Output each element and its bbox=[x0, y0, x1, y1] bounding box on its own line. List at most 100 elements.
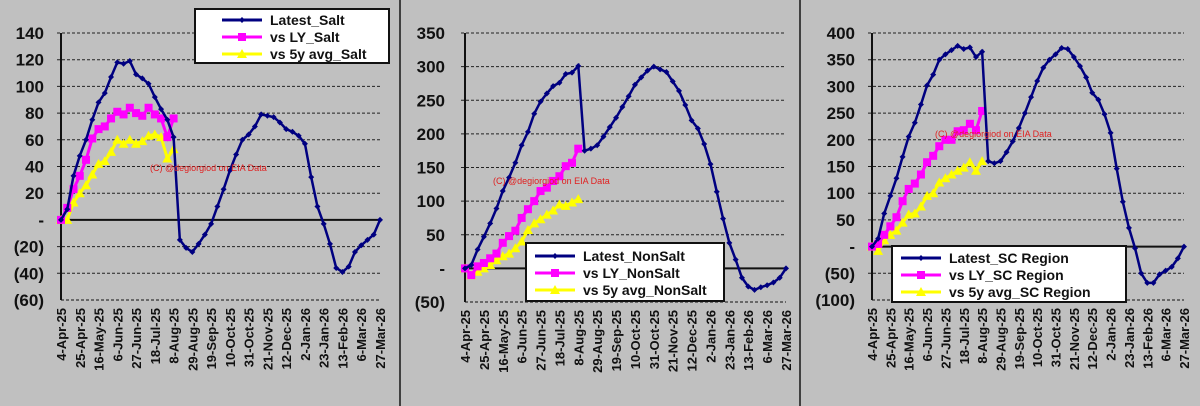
legend-swatch-graphic bbox=[222, 48, 262, 58]
x-tick-label: 19-Sep-25 bbox=[1012, 308, 1027, 369]
y-tick-label: 50 bbox=[836, 211, 855, 230]
y-tick-label: 300 bbox=[827, 77, 855, 96]
x-tick-label: 27-Mar-26 bbox=[373, 308, 388, 369]
data-point-latest bbox=[120, 60, 127, 67]
legend-label: Latest_SC Region bbox=[949, 249, 1069, 266]
data-point-latest bbox=[333, 264, 340, 271]
y-tick-label: (50) bbox=[825, 264, 855, 283]
x-tick-label: 4-Apr-25 bbox=[54, 308, 69, 361]
x-tick-label: 31-Oct-25 bbox=[242, 308, 257, 367]
x-tick-label: 8-Aug-25 bbox=[571, 310, 586, 366]
data-point-ly bbox=[498, 238, 507, 247]
data-point-ly bbox=[568, 158, 576, 167]
data-point-latest bbox=[631, 81, 638, 88]
y-tick-label: 80 bbox=[25, 104, 44, 123]
series-latest bbox=[58, 58, 383, 275]
data-point-latest bbox=[1174, 255, 1181, 262]
x-tick-label: 6-Mar-26 bbox=[760, 310, 775, 363]
data-point-latest bbox=[581, 147, 588, 154]
data-point-ly bbox=[910, 179, 919, 188]
data-point-ly bbox=[88, 134, 97, 143]
x-tick-label: 27-Mar-26 bbox=[1177, 308, 1192, 369]
data-point-avg5y bbox=[112, 134, 123, 144]
data-point-latest bbox=[377, 216, 383, 223]
data-point-latest bbox=[201, 231, 208, 238]
legend-swatch-ly bbox=[535, 266, 575, 280]
chart-sc-region: 400 350 300 250 200 150 100 50 - (50) (100) 4-Apr-2… bbox=[801, 0, 1200, 406]
legend-swatch-graphic bbox=[535, 268, 575, 277]
data-point-latest bbox=[289, 128, 296, 135]
data-point-latest bbox=[550, 83, 557, 90]
data-point-ly bbox=[113, 107, 122, 116]
data-point-avg5y bbox=[149, 129, 160, 139]
data-point-latest bbox=[195, 240, 202, 247]
data-point-latest bbox=[644, 67, 651, 74]
data-point-latest bbox=[694, 125, 701, 132]
data-point-latest bbox=[732, 256, 739, 263]
data-point-ly bbox=[916, 170, 925, 179]
legend-swatch-graphic bbox=[222, 16, 262, 23]
data-point-latest bbox=[893, 175, 900, 182]
data-point-latest bbox=[370, 231, 377, 238]
x-tick-label: 10-Oct-25 bbox=[1030, 308, 1045, 367]
legend-item-ly: vs LY_SC Region bbox=[893, 266, 1125, 283]
data-point-latest bbox=[183, 244, 190, 251]
data-point-latest bbox=[270, 114, 277, 121]
data-point-latest bbox=[358, 242, 365, 249]
data-point-latest bbox=[339, 268, 346, 275]
data-point-latest bbox=[76, 152, 83, 159]
data-point-latest bbox=[139, 75, 146, 82]
legend-swatch-5y bbox=[535, 283, 575, 297]
x-tick-label: 16-May-25 bbox=[92, 308, 107, 371]
x-tick-label: 10-Oct-25 bbox=[628, 310, 643, 369]
data-point-latest bbox=[707, 161, 714, 168]
data-point-latest bbox=[506, 174, 513, 181]
x-tick-label: 19-Sep-25 bbox=[609, 310, 624, 371]
data-point-ly bbox=[132, 109, 141, 118]
y-tick-label: 20 bbox=[25, 184, 44, 203]
x-tick-label: 27-Jun-25 bbox=[129, 308, 144, 369]
data-point-latest bbox=[258, 111, 265, 118]
data-point-latest bbox=[326, 240, 333, 247]
data-point-latest bbox=[314, 203, 321, 210]
y-tick-label: - bbox=[439, 259, 445, 278]
x-tick-label: 29-Aug-25 bbox=[993, 308, 1008, 371]
data-point-latest bbox=[887, 192, 894, 199]
y-tick-label: 250 bbox=[827, 104, 855, 123]
x-tick-label: 8-Aug-25 bbox=[167, 308, 182, 364]
data-point-latest bbox=[713, 188, 720, 195]
data-point-latest bbox=[468, 262, 475, 269]
data-point-latest bbox=[170, 134, 177, 141]
x-tick-label: 4-Apr-25 bbox=[865, 308, 880, 361]
data-point-latest bbox=[480, 233, 487, 240]
data-point-latest bbox=[1119, 198, 1126, 205]
data-point-ly bbox=[923, 158, 932, 167]
data-point-latest bbox=[64, 206, 71, 213]
y-tick-label: 350 bbox=[827, 51, 855, 70]
data-point-latest bbox=[95, 99, 102, 106]
data-point-latest bbox=[930, 71, 937, 78]
x-tick-label: 21-Nov-25 bbox=[1067, 308, 1082, 370]
legend-label: vs LY_Salt bbox=[270, 28, 340, 45]
x-tick-label: 6-Mar-26 bbox=[1159, 308, 1174, 361]
data-point-avg5y bbox=[952, 165, 963, 175]
y-tick-label: 60 bbox=[25, 131, 44, 150]
x-tick-label: 25-Apr-25 bbox=[73, 308, 88, 368]
x-tick-label: 8-Aug-25 bbox=[975, 308, 990, 364]
data-point-latest bbox=[1028, 94, 1035, 101]
data-point-latest bbox=[133, 71, 140, 78]
legend-item-5y: vs 5y avg_Salt bbox=[196, 45, 388, 62]
data-point-latest bbox=[669, 78, 676, 85]
data-point-latest bbox=[474, 246, 481, 253]
data-point-latest bbox=[1168, 263, 1175, 270]
data-point-latest bbox=[936, 56, 943, 63]
data-point-latest bbox=[1101, 111, 1108, 118]
legend-swatch-ly bbox=[901, 268, 941, 282]
legend-item-latest: Latest_Salt bbox=[196, 11, 388, 28]
data-point-avg5y bbox=[548, 205, 559, 215]
data-point-latest bbox=[587, 145, 594, 152]
data-point-latest bbox=[101, 90, 108, 97]
y-tick-label: 100 bbox=[417, 192, 445, 211]
data-point-latest bbox=[638, 74, 645, 81]
panel-divider bbox=[799, 0, 801, 406]
